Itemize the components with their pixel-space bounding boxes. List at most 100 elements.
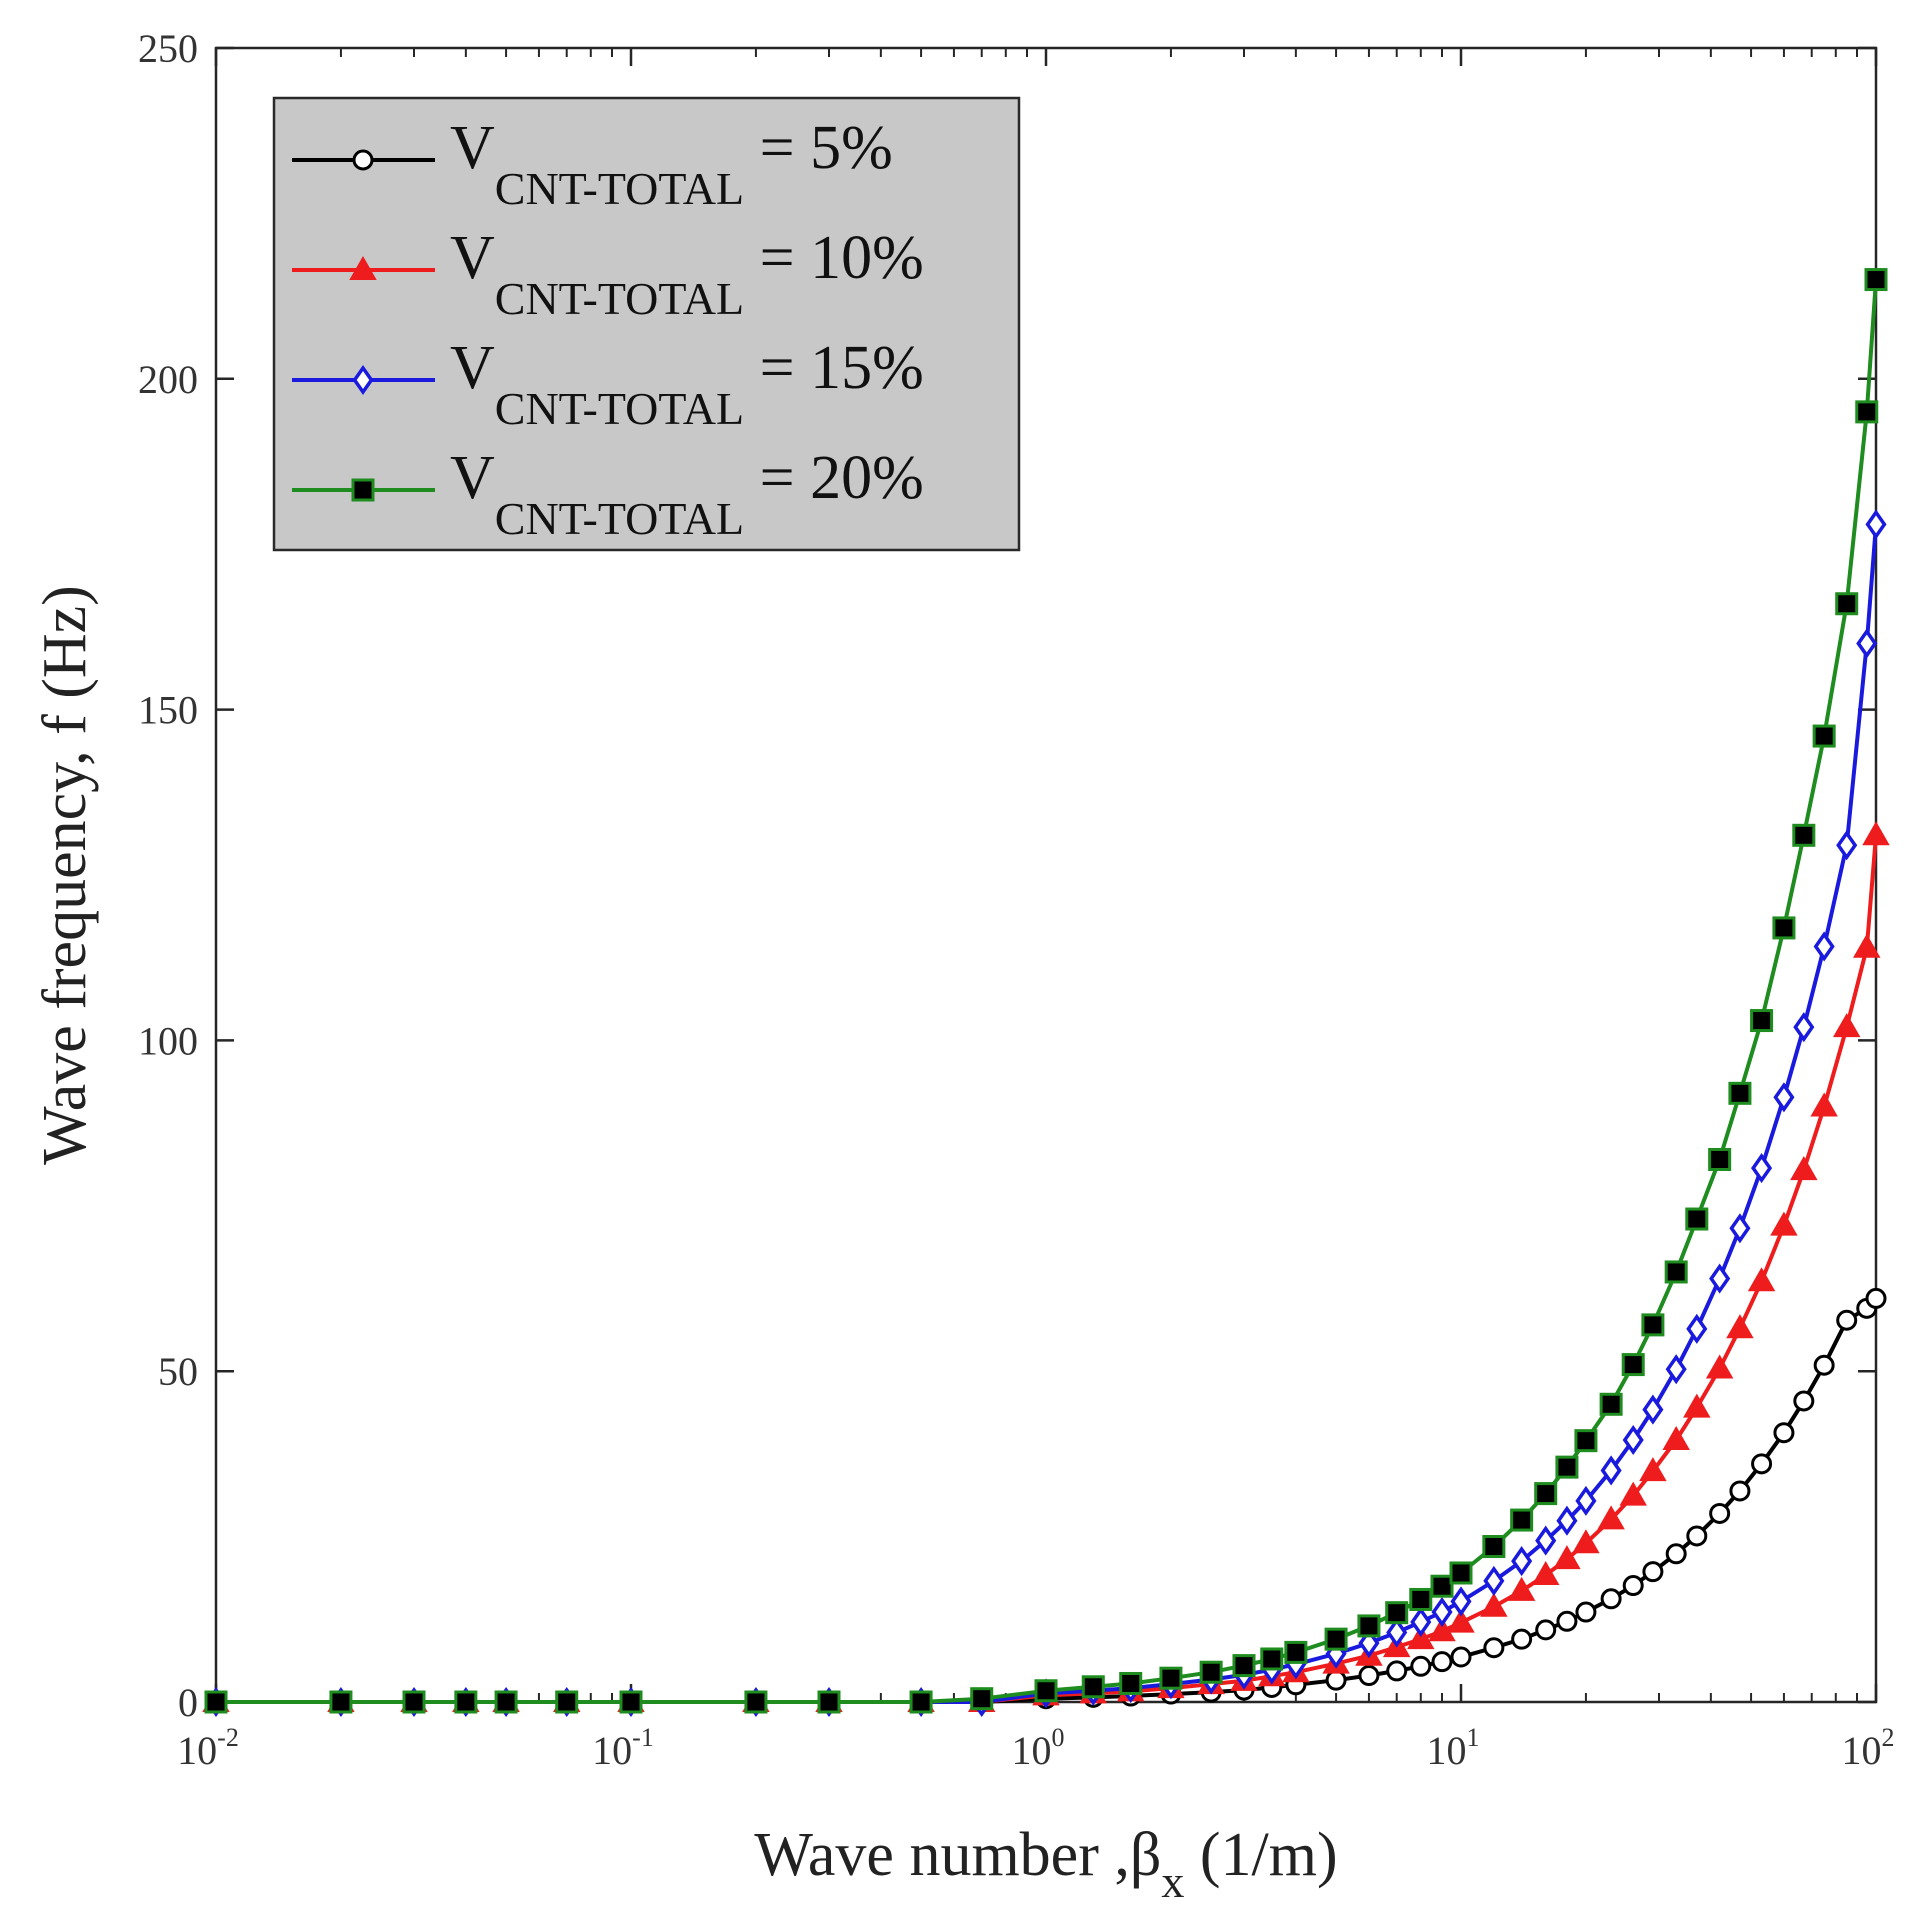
data-point <box>1642 1561 1664 1583</box>
x-tick-label: 101 <box>1427 1723 1480 1773</box>
data-point <box>1410 1655 1432 1677</box>
data-point <box>1686 1525 1708 1547</box>
data-point <box>1284 1640 1308 1664</box>
legend-entry-2: VCNT-TOTAL = 10% <box>292 224 924 324</box>
data-point <box>1159 1666 1183 1690</box>
data-point <box>555 1690 579 1714</box>
data-point <box>1531 1560 1560 1585</box>
data-point <box>1482 1535 1506 1559</box>
data-point <box>1726 1314 1754 1339</box>
data-point <box>1708 1147 1732 1171</box>
data-point <box>909 1690 933 1714</box>
data-point <box>1507 1576 1536 1601</box>
data-point <box>494 1690 518 1714</box>
data-point <box>970 1687 994 1711</box>
data-point <box>1772 916 1796 940</box>
data-point <box>1642 1394 1664 1425</box>
data-point <box>619 1690 643 1714</box>
data-point <box>1665 1543 1687 1565</box>
data-point <box>1232 1654 1256 1678</box>
legend-label: VCNT-TOTAL = 10% <box>450 224 924 324</box>
data-point <box>1856 628 1878 659</box>
data-point <box>1483 1565 1505 1596</box>
data-point <box>1836 830 1858 861</box>
data-point <box>1709 1502 1731 1524</box>
data-point <box>1729 1213 1751 1244</box>
data-point <box>454 1690 478 1714</box>
y-tick-label: 200 <box>138 357 198 402</box>
data-point <box>1619 1481 1647 1506</box>
data-point <box>1575 1485 1597 1516</box>
x-tick-label: 100 <box>1012 1723 1065 1773</box>
data-point <box>1639 1457 1667 1482</box>
data-point <box>1450 1586 1472 1617</box>
legend-label: VCNT-TOTAL = 15% <box>450 334 924 434</box>
y-tick-label: 0 <box>178 1680 198 1725</box>
data-point <box>1534 1482 1558 1506</box>
data-point <box>1832 1013 1861 1038</box>
data-point <box>1812 724 1836 748</box>
data-point <box>1665 1354 1687 1385</box>
x-axis-label: Wave number ,βx (1/m) <box>754 1821 1337 1907</box>
data-point <box>1600 1455 1622 1486</box>
data-point <box>1750 1009 1774 1033</box>
data-point <box>1511 1546 1533 1577</box>
data-point <box>1447 1608 1475 1633</box>
data-point <box>1686 1313 1708 1344</box>
data-point <box>1790 1156 1818 1181</box>
series-layer <box>202 268 1890 1718</box>
data-point <box>1600 1588 1622 1610</box>
data-point <box>1450 1646 1472 1668</box>
data-point <box>329 1690 353 1714</box>
data-point <box>1431 1651 1453 1673</box>
data-point <box>1483 1637 1505 1659</box>
data-point <box>1081 1675 1105 1699</box>
data-point <box>1511 1628 1533 1650</box>
data-point <box>1535 1619 1557 1641</box>
data-point <box>1556 1610 1578 1632</box>
data-point <box>1386 1660 1408 1682</box>
legend-marker <box>349 255 377 280</box>
data-point <box>1773 1422 1795 1444</box>
legend-label: VCNT-TOTAL = 20% <box>450 444 924 544</box>
data-point <box>1260 1647 1284 1671</box>
data-point <box>1535 1525 1557 1556</box>
y-tick-label: 100 <box>138 1018 198 1063</box>
data-point <box>1728 1081 1752 1105</box>
legend-marker <box>351 478 375 502</box>
data-point <box>402 1690 426 1714</box>
data-point <box>1855 400 1879 424</box>
data-point <box>1685 1207 1709 1231</box>
legend: VCNT-TOTAL = 5%VCNT-TOTAL = 10%VCNT-TOTA… <box>272 96 1021 552</box>
data-point <box>1770 1211 1798 1236</box>
legend-marker <box>352 364 374 396</box>
data-point <box>1751 1153 1773 1184</box>
data-point <box>1510 1508 1534 1532</box>
data-point <box>1034 1679 1058 1703</box>
data-point <box>1553 1545 1581 1570</box>
data-point <box>1813 931 1835 962</box>
data-point <box>1641 1313 1665 1337</box>
data-point <box>1793 1390 1815 1412</box>
data-point <box>1199 1660 1223 1684</box>
data-point <box>1709 1263 1731 1294</box>
data-point <box>1428 1617 1456 1642</box>
data-point <box>1683 1393 1711 1418</box>
data-point <box>1480 1592 1508 1617</box>
data-point <box>1385 1601 1409 1625</box>
data-point <box>744 1690 768 1714</box>
y-axis-label: Wave frequency, f (Hz) <box>31 585 99 1165</box>
series-4 <box>204 268 1888 1714</box>
data-point <box>1574 1429 1598 1453</box>
data-point <box>1813 1354 1835 1376</box>
data-point <box>1864 268 1888 292</box>
data-point <box>1622 1575 1644 1597</box>
data-point <box>1792 823 1816 847</box>
data-point <box>1572 1529 1600 1554</box>
y-tick-label: 150 <box>138 688 198 733</box>
data-point <box>1555 1455 1579 1479</box>
data-point <box>1862 821 1890 846</box>
x-tick-label: 102 <box>1842 1723 1895 1773</box>
